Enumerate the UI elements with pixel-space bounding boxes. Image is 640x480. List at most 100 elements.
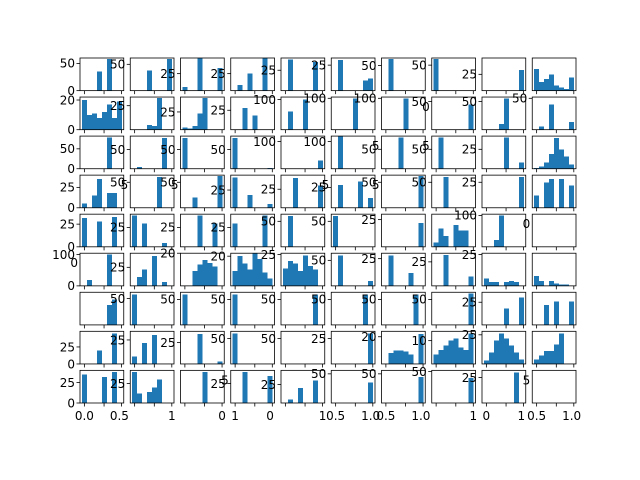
y-tick-label: 25 — [311, 332, 326, 346]
axes-frame — [330, 291, 376, 326]
histogram-bar — [559, 333, 565, 364]
y-tick-label: 50 — [210, 293, 225, 307]
histogram-bar — [297, 388, 303, 403]
axes-frame — [230, 330, 275, 365]
overlap-tick-label: 5 — [422, 139, 430, 153]
histogram-panel: 100 — [253, 93, 326, 134]
y-tick-label: 50 — [110, 143, 125, 157]
axes-frame — [79, 57, 125, 92]
histogram-bar — [534, 359, 540, 364]
histogram-bar — [147, 70, 153, 91]
axes-frame — [330, 135, 376, 170]
histogram-bar — [91, 195, 97, 208]
histogram-bar — [488, 352, 494, 364]
y-tick-label: 25 — [60, 181, 75, 195]
histogram-bar — [564, 284, 570, 286]
histogram-bar — [262, 215, 268, 247]
histogram-bar — [453, 225, 459, 247]
histogram-bar — [287, 260, 293, 286]
overlap-tick-label: 5 — [221, 373, 229, 387]
histogram-panel: 50 — [311, 291, 376, 329]
histogram-bar — [217, 68, 223, 91]
x-tick-label: 1 — [319, 409, 327, 423]
histogram-bar — [569, 164, 575, 169]
axes-frame — [531, 330, 577, 365]
axes-frame — [79, 135, 125, 170]
histogram-panel — [531, 369, 577, 407]
y-tick-label: 0 — [67, 162, 75, 176]
y-tick-label: 0 — [67, 357, 75, 371]
histogram-bar — [91, 113, 97, 130]
axes-frame — [230, 369, 275, 404]
histogram-bar — [96, 350, 102, 364]
histogram-bar — [267, 375, 273, 403]
histogram-bar — [503, 338, 509, 364]
histogram-bar — [358, 181, 364, 208]
y-tick-label: 25 — [60, 217, 75, 231]
y-tick-label: 50 — [160, 143, 175, 157]
histogram-bar — [287, 399, 293, 403]
axes-frame — [230, 252, 275, 287]
histogram-bar — [564, 89, 570, 91]
histogram-bar — [96, 117, 102, 130]
histogram-bar — [483, 278, 489, 286]
axes-frame — [431, 291, 476, 326]
histogram-panel: 25 — [462, 135, 527, 173]
histogram-bar — [368, 197, 374, 208]
histogram-bar — [81, 100, 87, 130]
histogram-panel — [431, 213, 476, 251]
y-tick-label: 50 — [311, 254, 326, 268]
histogram-panel: 50 — [462, 95, 527, 134]
histogram-bar — [152, 335, 158, 364]
axes-frame — [330, 57, 376, 92]
histogram-bar — [116, 101, 122, 130]
axes-frame — [79, 213, 125, 248]
histogram-bar — [498, 333, 504, 364]
histogram-bar — [152, 125, 158, 130]
histogram-bar — [468, 293, 474, 325]
y-tick-label: 0 — [67, 84, 75, 98]
histogram-bar — [433, 354, 439, 364]
histogram-bar — [157, 379, 163, 403]
x-tick-label: 0.5 — [527, 409, 546, 423]
histogram-bar — [317, 160, 323, 169]
overlap-tick-label: 5 — [372, 178, 380, 192]
histogram-bar — [488, 282, 494, 286]
histogram-bar — [137, 393, 143, 403]
y-tick-label: 20 — [60, 93, 75, 107]
histogram-panel: 50 — [110, 57, 175, 95]
axes-frame — [180, 369, 225, 404]
histogram-bar — [338, 184, 344, 208]
y-tick-label: 50 — [311, 367, 326, 381]
axes-frame — [180, 330, 225, 365]
histogram-bar — [267, 278, 273, 286]
histogram-bar — [182, 127, 188, 130]
histogram-panel: 25 — [160, 57, 225, 95]
histogram-panel: 50 — [361, 367, 426, 407]
histogram-panel: 20 — [361, 330, 426, 368]
histogram-bar — [106, 137, 112, 169]
histogram-bar — [267, 204, 273, 208]
y-tick-label: 50 — [261, 293, 276, 307]
histogram-bar — [554, 301, 560, 325]
axes-frame — [180, 57, 225, 92]
histogram-panel — [531, 291, 577, 329]
histogram-panel: 50 — [361, 291, 426, 329]
histogram-bar — [503, 308, 509, 325]
axes-frame — [330, 174, 376, 209]
y-tick-label: 25 — [60, 376, 75, 390]
histogram-bar — [202, 371, 208, 403]
histogram-panel: 25 — [261, 57, 326, 95]
y-tick-label: 50 — [110, 292, 125, 306]
histogram-bar — [212, 266, 218, 286]
axes-frame — [531, 252, 577, 287]
histogram-panel: 50 — [311, 252, 376, 290]
histogram-panel: 50 — [512, 92, 577, 134]
overlap-tick-label: 5 — [171, 178, 179, 192]
histogram-bar — [338, 136, 344, 169]
histogram-panel: 25 — [210, 369, 275, 407]
y-tick-label: 50 — [361, 293, 376, 307]
histogram-panel: 20 — [160, 247, 225, 290]
axes-frame — [381, 135, 426, 170]
y-tick-label: 25 — [160, 105, 175, 119]
